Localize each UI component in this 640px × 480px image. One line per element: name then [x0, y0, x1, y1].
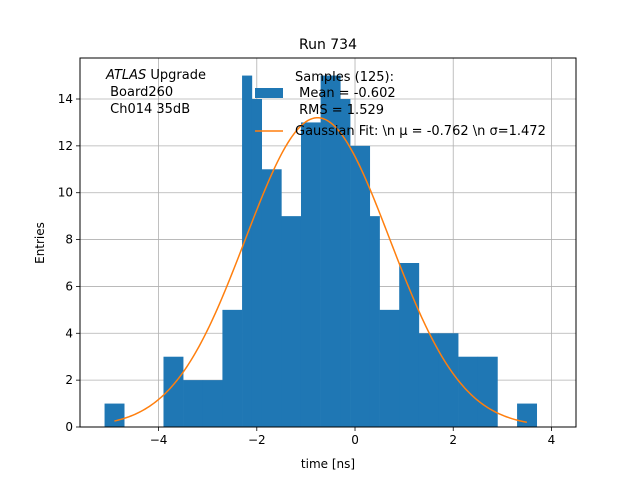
plot-frame: [79, 57, 577, 428]
legend: Samples (125): Mean = -0.602 RMS = 1.529…: [255, 70, 546, 139]
annotation-upgrade: Upgrade: [146, 68, 206, 83]
histogram-bar: [350, 145, 371, 427]
x-tick-label: −2: [248, 433, 266, 447]
histogram-bars: [104, 75, 538, 428]
histogram-bar: [379, 309, 400, 427]
y-tick-label: 10: [58, 186, 73, 200]
y-tick-label: 8: [65, 233, 73, 247]
y-tick-label: 14: [58, 92, 73, 106]
gaussian-fit-curve: [114, 117, 528, 424]
histogram-bar: [438, 333, 459, 427]
histogram-bar: [222, 309, 243, 427]
legend-samples-line-3: RMS = 1.529: [295, 103, 384, 118]
annotation-atlas: ATLAS: [105, 68, 146, 83]
histogram-bar: [477, 356, 498, 427]
histogram-bar: [399, 263, 420, 427]
y-axis-label: Entries: [33, 222, 47, 264]
histogram-bar: [261, 169, 282, 428]
x-axis-label: time [ns]: [301, 457, 355, 471]
chart-title: Run 734: [299, 37, 357, 53]
annotation-line-1: ATLAS Upgrade: [105, 68, 206, 83]
histogram-bar: [163, 356, 184, 427]
histogram-bar: [202, 380, 223, 427]
annotation-line-3: Ch014 35dB: [106, 102, 190, 117]
y-tick-label: 6: [65, 279, 73, 293]
y-tick-label: 2: [65, 373, 73, 387]
x-tick-label: 2: [449, 433, 457, 447]
histogram-bar: [340, 99, 351, 427]
y-tick-label: 12: [58, 139, 73, 153]
atlas-annotation: ATLAS Upgrade Board260 Ch014 35dB: [105, 68, 206, 117]
histogram-bar: [320, 75, 341, 428]
legend-swatch-samples: [255, 88, 283, 98]
annotation-line-2: Board260: [106, 85, 173, 100]
axis-ticks: −4 −2 0 2 4 0 2 4 6 8 10 12 14: [58, 92, 556, 447]
x-tick-label: 4: [548, 433, 556, 447]
histogram-bar: [242, 75, 253, 428]
legend-samples-line-1: Samples (125):: [295, 70, 394, 85]
histogram-bar: [281, 216, 302, 427]
y-tick-label: 0: [65, 420, 73, 434]
histogram-bar: [251, 99, 263, 427]
gaussian-fit: [114, 117, 528, 424]
histogram-bar: [300, 122, 321, 427]
histogram-bar: [183, 380, 204, 427]
legend-fit-label: Gaussian Fit: \n μ = -0.762 \n σ=1.472: [295, 124, 546, 139]
legend-samples-line-2: Mean = -0.602: [295, 86, 396, 101]
histogram-bar: [418, 333, 439, 427]
histogram-bar: [104, 403, 125, 427]
histogram-bar: [517, 403, 538, 427]
y-tick-label: 4: [65, 326, 73, 340]
x-tick-label: −4: [150, 433, 168, 447]
histogram-bar: [369, 216, 380, 427]
x-tick-label: 0: [351, 433, 359, 447]
